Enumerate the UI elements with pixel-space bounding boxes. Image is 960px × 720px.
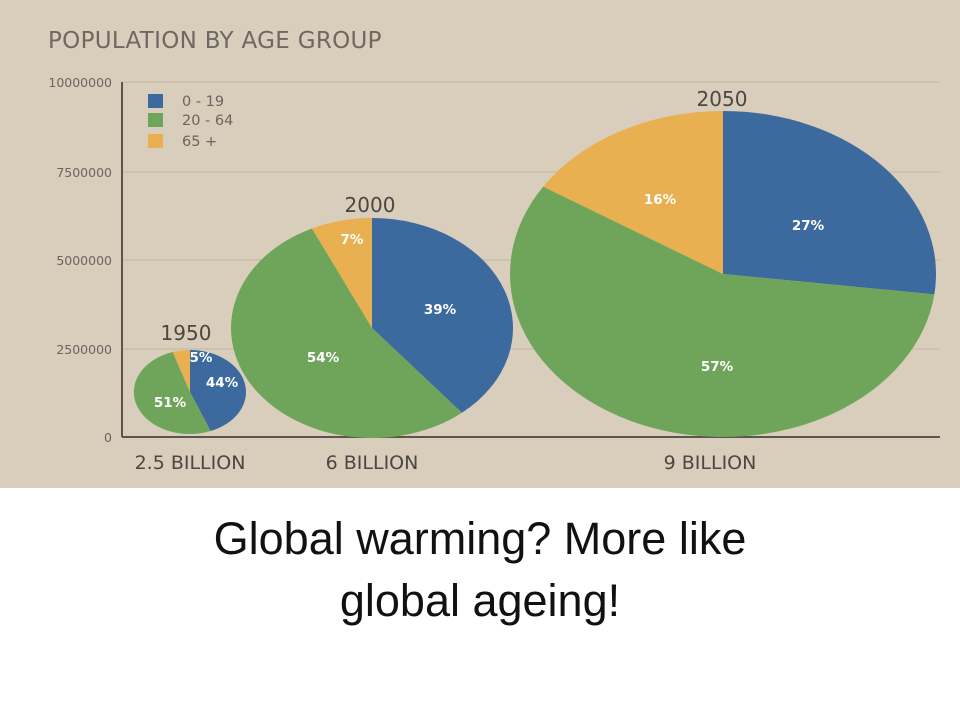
pie-slice — [543, 111, 723, 274]
slice-percent-label: 39% — [424, 302, 457, 318]
pie-slice — [231, 228, 462, 438]
pie-slice — [311, 218, 372, 328]
pie-slice — [172, 350, 190, 392]
y-tick-label: 5000000 — [56, 253, 112, 268]
slice-percent-label: 27% — [792, 218, 825, 234]
pie-layer: 44% 51% 5% 1950 39% 54% 7% 2000 27% 57% 16% 2050 — [133, 87, 936, 438]
pie-year-label: 2000 — [345, 193, 396, 217]
y-tick-label: 2500000 — [56, 342, 112, 357]
pie-slice — [372, 218, 514, 413]
chart-title: POPULATION BY AGE GROUP — [48, 28, 382, 54]
pie-2000: 39% 54% 7% 2000 — [231, 193, 514, 438]
chart-svg: 10000000 7500000 5000000 2500000 0 44% 51% 5% 1… — [48, 75, 940, 474]
pie-year-label: 2050 — [697, 87, 748, 111]
legend-swatch — [148, 94, 163, 108]
legend-label: 20 - 64 — [182, 113, 233, 129]
slice-percent-label: 5% — [190, 350, 213, 366]
axis-layer — [121, 82, 940, 438]
slice-percent-label: 54% — [307, 350, 340, 366]
slice-percent-label: 44% — [206, 375, 239, 391]
pie-1950: 44% 51% 5% 1950 — [133, 321, 246, 435]
chart-panel: 10000000 7500000 5000000 2500000 0 44% 51% 5% 1… — [0, 0, 960, 488]
caption: Global warming? More like global ageing! — [0, 508, 960, 632]
pie-slice — [133, 352, 211, 435]
pie-2050: 27% 57% 16% 2050 — [509, 87, 936, 438]
x-category-label: 9 BILLION — [664, 452, 757, 474]
x-category-label: 2.5 BILLION — [135, 452, 246, 474]
y-tick-label: 0 — [104, 430, 112, 445]
legend-layer: 0 - 19 20 - 64 65 + — [148, 94, 233, 150]
slice-percent-label: 57% — [701, 359, 734, 375]
pie-slice — [509, 186, 935, 438]
legend-label: 65 + — [182, 134, 217, 150]
slice-percent-label: 7% — [341, 232, 364, 248]
cat-layer: 2.5 BILLION 6 BILLION 9 BILLION — [135, 452, 757, 474]
y-tick-label: 10000000 — [48, 75, 112, 90]
legend-swatch — [148, 113, 163, 127]
caption-line-2: global ageing! — [339, 575, 621, 626]
legend-label: 0 - 19 — [182, 94, 224, 110]
legend-swatch — [148, 134, 163, 148]
caption-line-1: Global warming? More like — [213, 513, 747, 564]
y-tick-label: 7500000 — [56, 165, 112, 180]
pie-year-label: 1950 — [161, 321, 212, 345]
slice-percent-label: 16% — [644, 192, 677, 208]
pie-slice — [190, 350, 246, 432]
ytick-layer: 10000000 7500000 5000000 2500000 0 — [48, 75, 112, 445]
pie-slice — [723, 111, 936, 295]
slice-percent-label: 51% — [154, 395, 187, 411]
x-category-label: 6 BILLION — [326, 452, 419, 474]
